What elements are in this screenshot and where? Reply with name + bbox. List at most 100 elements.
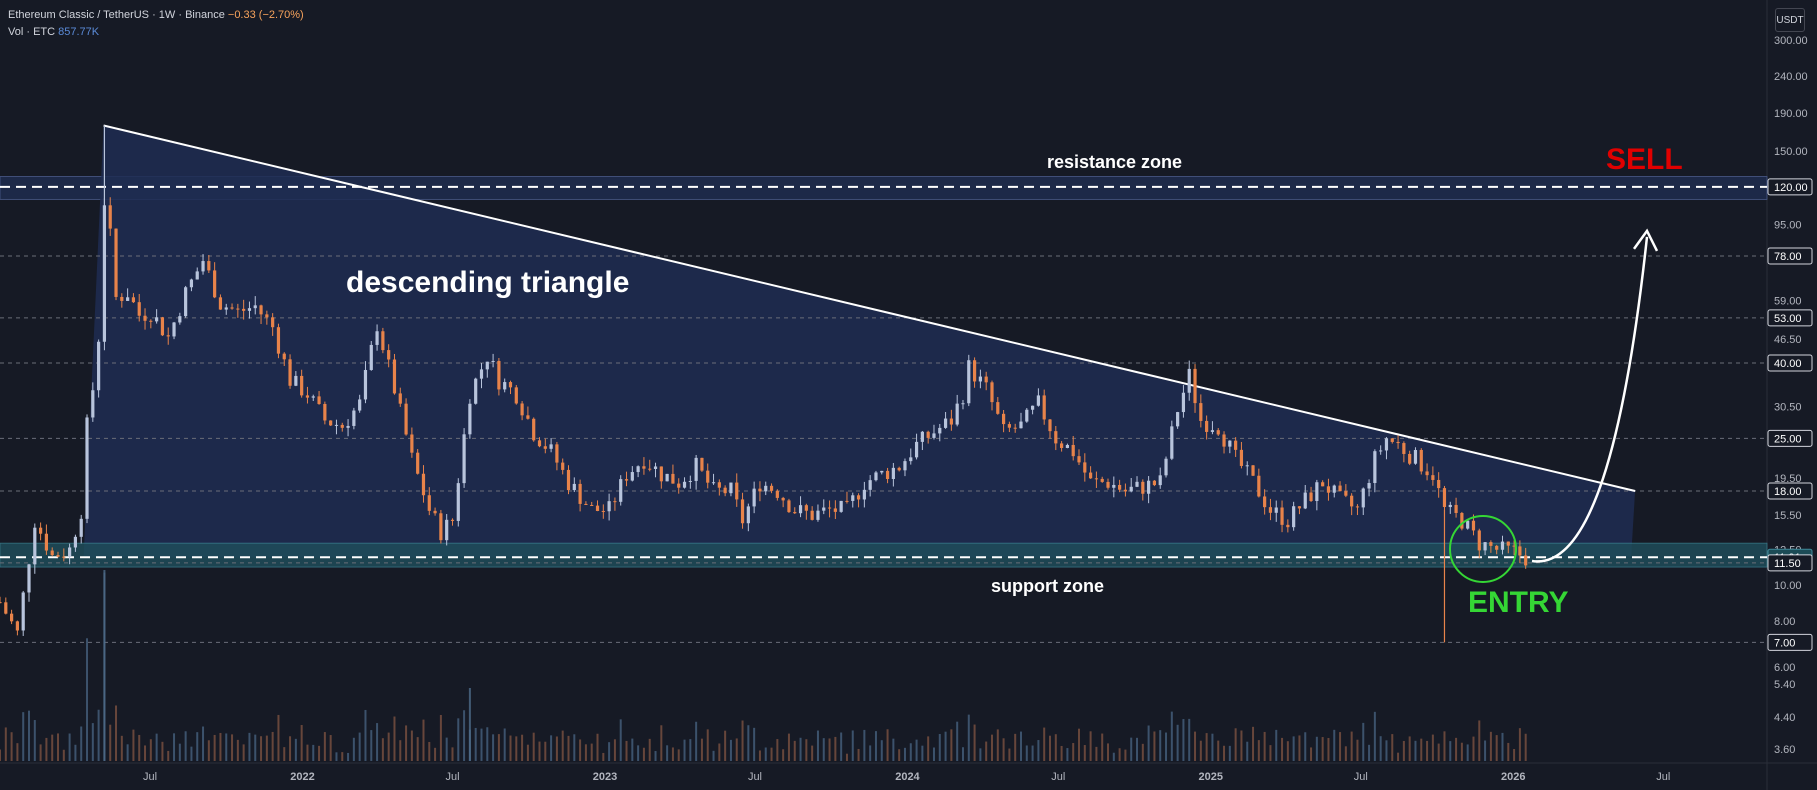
volume-bar [381,738,384,761]
volume-bar [1379,736,1382,761]
candle-body [1466,520,1470,529]
candle-body [334,424,339,426]
volume-bar [242,744,245,761]
candle-body [914,441,919,458]
volume-bar [202,726,205,761]
candle-body [427,495,431,511]
candle-body [735,482,739,500]
volume-bar [608,742,611,761]
volume-bar [248,732,251,761]
candle-body [793,512,797,514]
candle-body [1309,492,1313,501]
volume-bar [776,739,779,761]
candle-body [758,488,762,492]
volume-bar [642,747,645,761]
volume-bar [689,739,692,761]
candle-body [1036,395,1040,406]
candle-body [903,461,907,471]
volume-bar [294,738,297,761]
candle-body [659,466,663,482]
volume-bar [956,721,959,761]
candle-body [184,287,188,317]
volume-bar [1455,737,1458,761]
candle-body [1286,524,1290,528]
candle-body [242,308,246,311]
candle-body [955,403,959,425]
volume-bar [405,725,408,761]
volume-bar [80,726,83,761]
volume-bar [561,730,564,761]
candle-body [938,427,942,434]
volume-bar [602,752,605,761]
candle-body [1094,478,1099,480]
volume-bar [1304,732,1307,761]
candle-body [653,466,658,469]
volume-bar [1043,727,1046,761]
candle-body [1292,506,1296,528]
candle-body [340,424,344,428]
candle-body [926,431,930,438]
candle-body [561,462,565,470]
volume-legend: Vol · ETC 857.77K [8,26,99,38]
projection-arrow [1531,236,1649,563]
volume-bar [979,748,982,761]
candle-body [1280,507,1284,525]
candle-body [694,457,698,481]
volume-bar [967,714,970,761]
volume-bar [834,736,837,761]
volume-bar [184,731,187,761]
candle-body [677,483,681,488]
currency-button[interactable]: USDT [1775,8,1805,32]
volume-bar [376,723,379,761]
volume-bar [706,729,709,761]
volume-bar [753,727,756,761]
volume-bar [996,729,999,761]
volume-bar [74,744,77,761]
level-label-box [1767,482,1813,500]
volume-bar [231,734,234,761]
volume-bar [1333,729,1336,761]
candle-body [1083,462,1087,473]
candle-body [543,446,547,449]
volume-bar [149,739,152,761]
candle-body [1071,444,1075,457]
candle-body [566,469,571,491]
volume-bar [1147,725,1150,761]
candle-body [189,279,194,288]
price-tick-label: 190.00 [1774,108,1808,120]
candle-body [613,501,617,503]
volume-bar [329,735,332,761]
candle-body [62,556,66,558]
volume-bar [265,735,268,761]
volume-bar [683,739,686,761]
candle-body [1361,488,1365,508]
candle-body [1512,545,1516,547]
candle-body [804,505,808,511]
volume-bar [1269,745,1272,761]
volume-bar [1019,731,1022,761]
volume-bar [434,747,437,761]
candle-body [682,481,687,488]
candle-body [1355,506,1360,508]
volume-bar [544,741,547,761]
volume-bar [1408,736,1411,761]
volume-bar [532,732,535,761]
candle-body [1396,441,1400,444]
level-label-box [1767,309,1813,327]
candle-body [485,361,489,370]
volume-bar [347,752,350,761]
volume-bar [828,738,831,761]
candle-body [450,519,455,521]
candle-body [265,314,269,318]
volume-bar [1368,744,1371,761]
candle-body [729,482,733,494]
candle-body [700,457,704,471]
volume-bar [300,725,303,761]
price-tick-label: 6.00 [1774,662,1795,674]
volume-bar [312,744,315,761]
time-tick-label: Jul [445,771,459,783]
volume-bar [277,714,280,761]
candle-body [27,564,31,593]
volume-bar [1194,731,1197,761]
